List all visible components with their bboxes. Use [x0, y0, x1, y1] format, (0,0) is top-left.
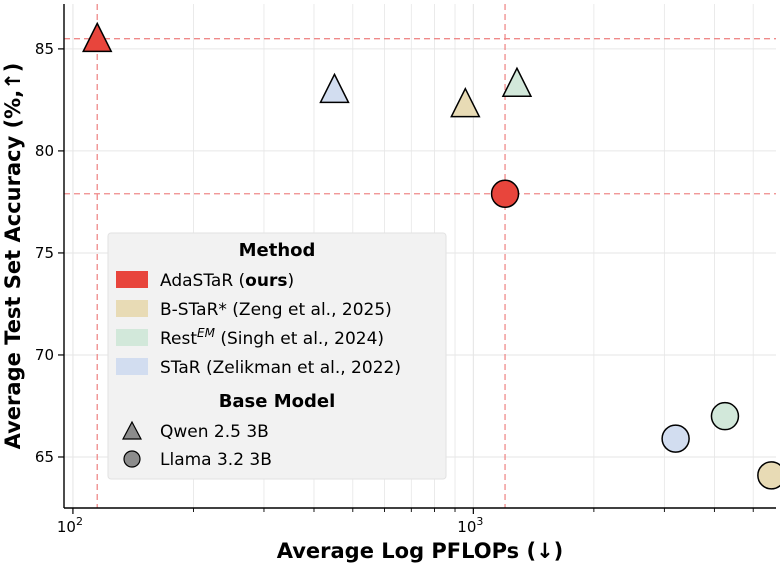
legend-swatch-rest — [116, 329, 148, 346]
y-tick-label: 80 — [35, 142, 54, 160]
data-points — [82, 21, 780, 490]
legend-label-star: STaR (Zelikman et al., 2022) — [160, 358, 401, 378]
y-tick-label: 85 — [35, 40, 54, 58]
axes-frame — [63, 4, 776, 509]
circle-point-rest — [710, 401, 740, 431]
triangle-point-star — [319, 72, 350, 104]
legend-label-rest: RestEM (Singh et al., 2024) — [160, 326, 384, 349]
y-axis-title: Average Test Set Accuracy (%,↑) — [1, 63, 25, 450]
y-tick-label: 75 — [35, 244, 54, 262]
circle-point-bstar — [757, 461, 780, 490]
x-axis-title: Average Log PFLOPs (↓) — [277, 539, 564, 563]
circle-point-star — [661, 424, 690, 453]
triangle-point-rest — [501, 66, 533, 98]
legend-box — [107, 232, 447, 480]
x-tick-label: 102 — [57, 515, 83, 536]
x-axis-ticks: 102 103 — [57, 508, 754, 536]
legend-swatch-bstar — [116, 300, 148, 317]
x-tick-label: 103 — [457, 515, 483, 536]
legend-swatch-star — [116, 358, 148, 375]
y-tick-label: 65 — [35, 448, 54, 466]
legend-base-model-title: Base Model — [219, 391, 336, 412]
legend-swatch-adastar — [116, 271, 148, 288]
legend: Method AdaSTaR (ours) B-STaR* (Zeng et a… — [107, 232, 447, 480]
reference-lines — [64, 4, 776, 508]
legend-triangle-marker — [122, 420, 142, 440]
y-tick-label: 70 — [35, 346, 54, 364]
y-axis-ticks: 65 70 75 80 85 — [35, 40, 64, 466]
legend-circle-marker — [123, 450, 141, 468]
legend-label-llama: Llama 3.2 3B — [160, 450, 272, 470]
legend-label-qwen: Qwen 2.5 3B — [160, 422, 269, 442]
legend-label-bstar: B-STaR* (Zeng et al., 2025) — [160, 300, 392, 320]
triangle-point-adastar — [82, 21, 113, 53]
circle-point-adastar — [490, 179, 520, 209]
triangle-point-bstar — [450, 86, 481, 118]
legend-method-title: Method — [239, 240, 316, 261]
legend-label-adastar: AdaSTaR (ours) — [160, 271, 294, 291]
